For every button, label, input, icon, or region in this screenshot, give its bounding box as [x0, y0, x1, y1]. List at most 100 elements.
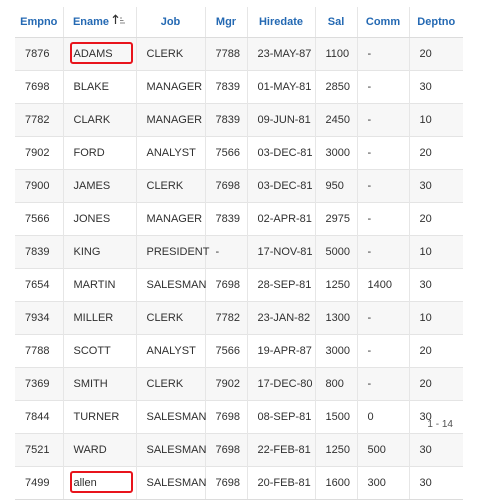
- table-body: 7876 ADAMS CLERK 7788 23-MAY-87 1100-20 7698 BL…: [15, 36, 463, 500]
- cell-deptno: 30: [408, 432, 463, 466]
- cell-ename: allen: [62, 465, 136, 500]
- cell-hiredate: 20-FEB-81: [246, 465, 315, 500]
- cell-text: ADAMS: [73, 47, 113, 60]
- cell-sal: 1250: [314, 267, 357, 301]
- cell-mgr: 7839: [204, 69, 247, 103]
- cell-mgr: 7839: [204, 102, 247, 136]
- column-header-label: Ename: [72, 15, 110, 28]
- column-header-label: Hiredate: [258, 15, 304, 28]
- table-row: 7839 KING PRESIDENT -17-NOV-81 5000-10: [15, 234, 463, 268]
- cell-comm: -: [356, 69, 409, 103]
- cell-deptno: 20: [408, 36, 463, 70]
- column-header-label: Comm: [365, 15, 401, 28]
- cell-ename: CLARK: [62, 102, 136, 136]
- cell-comm: -: [356, 36, 409, 70]
- cell-comm: -: [356, 366, 409, 400]
- cell-mgr: 7902: [204, 366, 247, 400]
- table-row: 7698 BLAKE MANAGER 7839 01-MAY-81 2850-30: [15, 69, 463, 103]
- column-header-ename[interactable]: Ename: [62, 7, 136, 38]
- column-header-label: Job: [160, 15, 181, 28]
- cell-sal: 2450: [314, 102, 357, 136]
- table-row: 7566 JONES MANAGER 7839 02-APR-81 2975-20: [15, 201, 463, 235]
- cell-hiredate: 08-SEP-81: [246, 399, 315, 433]
- cell-comm: 300: [356, 465, 409, 500]
- cell-sal: 1250: [314, 432, 357, 466]
- employee-table: Empno Ename Job Mgr Hiredate Sal Comm De…: [15, 7, 463, 500]
- cell-job: ANALYST: [135, 333, 205, 367]
- cell-ename: KING: [62, 234, 136, 268]
- cell-hiredate: 17-NOV-81: [246, 234, 315, 268]
- column-header-label: Empno: [20, 15, 58, 28]
- pagination-range: 1 - 14: [427, 419, 453, 430]
- cell-ename: ADAMS: [62, 36, 136, 70]
- column-header-comm[interactable]: Comm: [356, 7, 409, 38]
- cell-mgr: -: [204, 234, 247, 268]
- cell-job: SALESMAN: [135, 465, 206, 500]
- cell-job: SALESMAN: [135, 399, 206, 433]
- cell-deptno: 20: [408, 366, 463, 400]
- cell-ename: MARTIN: [62, 267, 136, 301]
- column-header-empno[interactable]: Empno: [15, 7, 63, 38]
- cell-job: MANAGER: [135, 201, 205, 235]
- cell-ename: BLAKE: [62, 69, 136, 103]
- cell-empno: 7876: [15, 36, 63, 70]
- table-row: 7900 JAMES CLERK 7698 03-DEC-81 950-30: [15, 168, 463, 202]
- cell-deptno: 20: [408, 135, 463, 169]
- cell-sal: 1500: [314, 399, 357, 433]
- cell-empno: 7369: [15, 366, 63, 400]
- cell-hiredate: 28-SEP-81: [246, 267, 315, 301]
- cell-comm: -: [356, 168, 409, 202]
- report-grid: Empno Ename Job Mgr Hiredate Sal Comm De…: [15, 7, 463, 500]
- cell-mgr: 7698: [204, 432, 247, 466]
- cell-empno: 7566: [15, 201, 63, 235]
- cell-sal: 1300: [314, 300, 357, 334]
- cell-job: PRESIDENT: [135, 234, 209, 268]
- cell-empno: 7839: [15, 234, 63, 268]
- cell-comm: 0: [356, 399, 409, 433]
- cell-deptno: 30: [408, 465, 463, 500]
- cell-job: CLERK: [135, 300, 205, 334]
- cell-comm: 500: [356, 432, 409, 466]
- cell-empno: 7902: [15, 135, 63, 169]
- cell-hiredate: 22-FEB-81: [246, 432, 315, 466]
- cell-comm: -: [356, 234, 409, 268]
- cell-deptno: 10: [408, 234, 463, 268]
- column-header-label: Mgr: [215, 15, 237, 28]
- cell-deptno: 30: [408, 69, 463, 103]
- cell-empno: 7844: [15, 399, 63, 433]
- cell-hiredate: 09-JUN-81: [246, 102, 315, 136]
- cell-job: MANAGER: [135, 69, 205, 103]
- sort-ascending-icon[interactable]: [112, 14, 126, 28]
- cell-mgr: 7788: [204, 36, 247, 70]
- column-header-mgr[interactable]: Mgr: [204, 7, 247, 38]
- cell-sal: 1100: [314, 36, 357, 70]
- cell-empno: 7900: [15, 168, 63, 202]
- cell-deptno: 30: [408, 399, 463, 433]
- cell-text: allen: [73, 476, 97, 489]
- column-header-deptno[interactable]: Deptno: [408, 7, 463, 38]
- cell-mgr: 7566: [204, 333, 247, 367]
- cell-mgr: 7698: [204, 465, 247, 500]
- column-header-job[interactable]: Job: [135, 7, 205, 38]
- table-row: 7654 MARTIN SALESMAN 7698 28-SEP-81 1250 1400 3…: [15, 267, 463, 301]
- cell-empno: 7698: [15, 69, 63, 103]
- column-header-label: Sal: [327, 15, 345, 28]
- column-header-sal[interactable]: Sal: [314, 7, 357, 38]
- cell-mgr: 7839: [204, 201, 247, 235]
- cell-deptno: 20: [408, 333, 463, 367]
- cell-job: ANALYST: [135, 135, 205, 169]
- cell-sal: 5000: [314, 234, 357, 268]
- cell-deptno: 10: [408, 102, 463, 136]
- column-header-label: Deptno: [417, 15, 456, 28]
- cell-hiredate: 02-APR-81: [246, 201, 315, 235]
- cell-comm: -: [356, 102, 409, 136]
- cell-comm: -: [356, 201, 409, 235]
- column-header-hiredate[interactable]: Hiredate: [246, 7, 315, 38]
- cell-deptno: 30: [408, 267, 463, 301]
- table-row: 7902 FORD ANALYST 7566 03-DEC-81 3000-20: [15, 135, 463, 169]
- table-row: 7521 WARD SALESMAN 7698 22-FEB-81 1250 500 30: [15, 432, 463, 466]
- cell-ename: JAMES: [62, 168, 136, 202]
- cell-ename: SCOTT: [62, 333, 136, 367]
- cell-mgr: 7698: [204, 267, 247, 301]
- table-row: 7369 SMITH CLERK 7902 17-DEC-80 800-20: [15, 366, 463, 400]
